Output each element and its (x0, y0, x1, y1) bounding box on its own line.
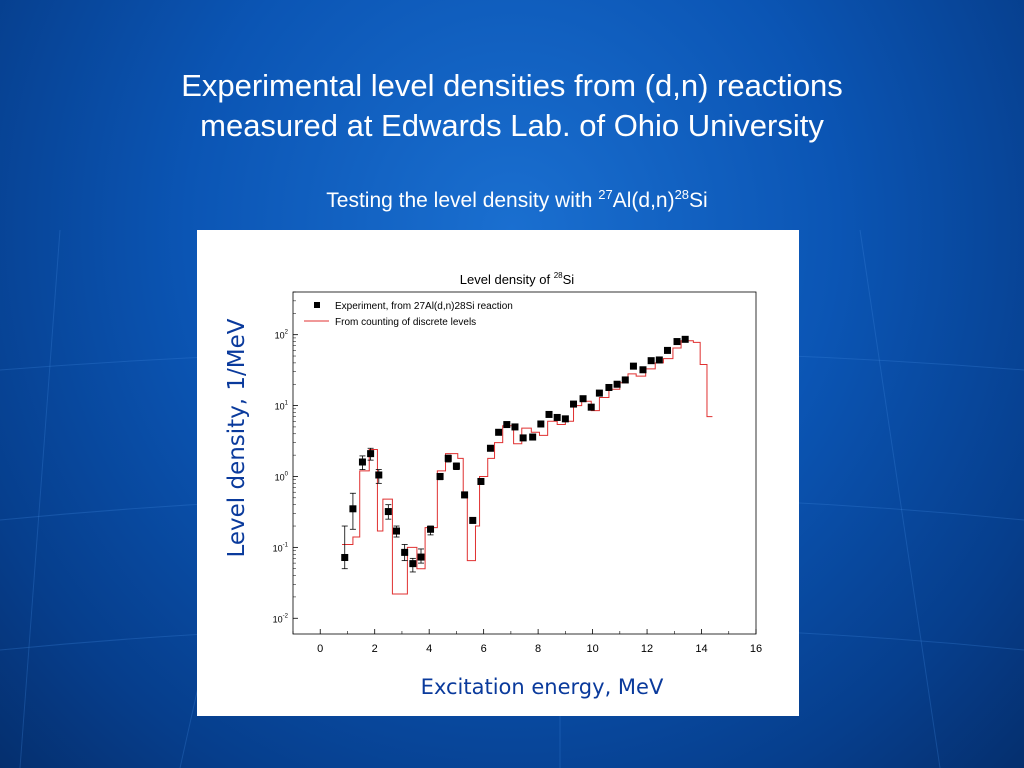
y-tick-base: 10 (275, 331, 285, 341)
experiment-data-point (461, 491, 469, 499)
subtitle-mass-number-27: 27 (598, 187, 613, 202)
experiment-data-point (545, 410, 553, 418)
experiment-data-point (587, 403, 595, 411)
experiment-data-point (663, 346, 671, 354)
experiment-data-point (570, 400, 578, 408)
y-tick-label: 102 (275, 330, 289, 341)
experiment-data-point (537, 420, 545, 428)
experiment-data-point (681, 335, 689, 343)
experiment-data-point (673, 338, 681, 346)
experiment-data-point (519, 434, 527, 442)
y-tick-base: 10 (273, 614, 283, 624)
y-tick-exponent: 0 (285, 471, 289, 477)
slide-subtitle: Testing the level density with 27Al(d,n)… (0, 187, 1024, 213)
experiment-data-point (579, 395, 587, 403)
y-tick-label: 101 (275, 401, 289, 412)
plot-frame (292, 291, 757, 635)
y-tick-base: 10 (275, 472, 285, 482)
experiment-data-point (417, 553, 425, 561)
chart-title-text: Level density of (460, 272, 554, 287)
y-tick-label: 10-2 (273, 613, 289, 624)
x-tick-label: 12 (641, 643, 653, 655)
experiment-data-point (511, 423, 519, 431)
subtitle-prefix: Testing the level density with (326, 189, 599, 212)
experiment-data-point (375, 471, 383, 479)
experiment-data-point (621, 376, 629, 384)
y-tick-exponent: -2 (283, 613, 289, 619)
legend-label-experiment: Experiment, from 27Al(d,n)28Si reaction (335, 301, 513, 312)
x-axis-label: Excitation energy, MeV (420, 675, 664, 699)
x-tick-label: 10 (586, 643, 598, 655)
y-tick-exponent: 2 (285, 330, 289, 336)
legend-label-discrete: From counting of discrete levels (335, 317, 476, 328)
y-axis-label: Level density, 1/MeV (224, 318, 250, 558)
experiment-data-point (452, 462, 460, 470)
experiment-data-point (477, 477, 485, 485)
experiment-data-point (358, 458, 366, 466)
experiment-data-point (436, 472, 444, 480)
x-tick-label: 6 (481, 643, 487, 655)
subtitle-suffix: Si (689, 189, 708, 212)
chart-title: Level density of 28Si (460, 271, 575, 287)
x-tick-label: 8 (535, 643, 541, 655)
experiment-data-point (409, 560, 417, 568)
slide-title-line-1: Experimental level densities from (d,n) … (181, 68, 843, 103)
experiment-data-point (384, 508, 392, 516)
experiment-data-point (613, 380, 621, 388)
slide-title: Experimental level densities from (d,n) … (0, 66, 1024, 146)
x-tick-label: 0 (317, 643, 323, 655)
y-tick-label: 100 (275, 471, 289, 482)
slide-title-line-2: measured at Edwards Lab. of Ohio Univers… (200, 108, 824, 143)
subtitle-reaction: Al(d,n) (612, 189, 675, 212)
chart-title-sup: 28 (554, 271, 563, 280)
legend-marker-experiment (314, 302, 320, 308)
experiment-data-point (486, 444, 494, 452)
subtitle-mass-number-28: 28 (674, 187, 690, 202)
experiment-data-point (655, 356, 663, 364)
y-tick-base: 10 (273, 543, 283, 553)
experiment-data-point (595, 389, 603, 397)
experiment-data-point (561, 415, 569, 423)
experiment-data-point (553, 413, 561, 421)
experiment-data-point (629, 362, 637, 370)
x-tick-label: 2 (372, 643, 378, 655)
experiment-data-point (401, 548, 409, 556)
experiment-data-point (367, 450, 375, 458)
experiment-data-point (495, 428, 503, 436)
experiment-data-point (469, 516, 477, 524)
discrete-levels-step-line (342, 340, 713, 595)
experiment-data-point (503, 421, 511, 429)
experiment-data-point (349, 505, 357, 513)
experiment-data-point (341, 553, 349, 561)
y-tick-label: 10-1 (273, 542, 289, 553)
chart-title-suffix: Si (563, 272, 575, 287)
experiment-data-point (392, 527, 400, 535)
x-tick-label: 14 (695, 643, 707, 655)
experiment-data-point (605, 383, 613, 391)
experiment-data-point (427, 525, 435, 533)
x-tick-label: 4 (426, 643, 432, 655)
y-tick-exponent: -1 (283, 542, 289, 548)
chart-panel: Level density of 28Si 0 2 4 6 8 10 12 14 16 10-2 1… (197, 230, 799, 716)
y-tick-exponent: 1 (285, 401, 289, 407)
experiment-data-point (647, 357, 655, 365)
experiment-data-point (639, 366, 647, 374)
x-tick-label: 16 (750, 643, 762, 655)
experiment-data-point (529, 433, 537, 441)
level-density-chart: Level density of 28Si 0 2 4 6 8 10 12 14 1610-21… (273, 271, 762, 655)
y-tick-base: 10 (275, 402, 285, 412)
experiment-data-point (444, 454, 452, 462)
